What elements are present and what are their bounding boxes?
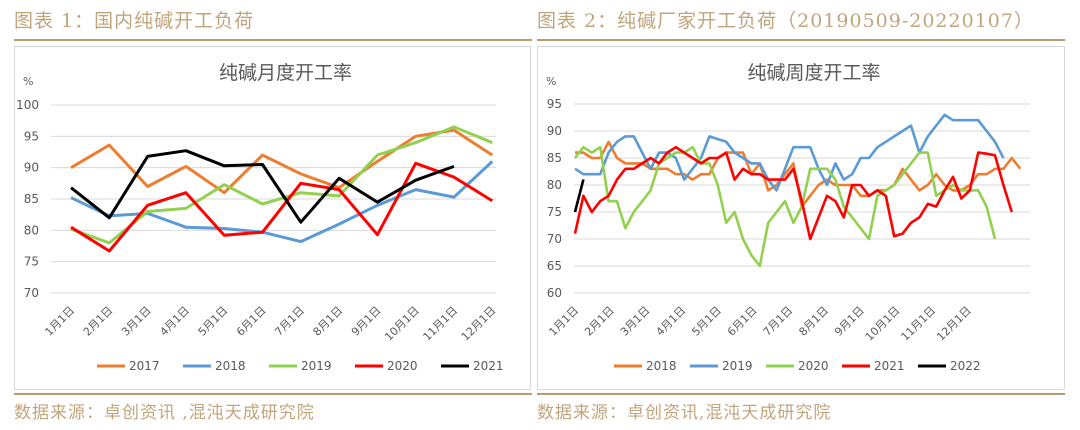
- y-axis-unit: %: [546, 75, 556, 88]
- legend-label: 2019: [722, 359, 753, 373]
- chart1-header: 图表 1：国内纯碱开工负荷: [14, 10, 255, 32]
- x-tick-label: 10月1日: [382, 304, 422, 344]
- y-tick-label: 65: [547, 259, 562, 273]
- x-tick-label: 3月1日: [119, 304, 154, 339]
- chart2-source: 数据来源：卓创资讯,混沌天成研究院: [537, 403, 832, 423]
- x-tick-label: 9月1日: [349, 304, 384, 339]
- chart-title: 纯碱周度开工率: [747, 62, 880, 84]
- x-tick-label: 8月1日: [796, 304, 831, 339]
- series-line-2019: [70, 125, 493, 245]
- series-line-2021: [70, 149, 455, 224]
- chart1-panel: 纯碱月度开工率% 70 75 80 85 90 95 100 1月1日 2月1日 3月1日 4月1日 5…: [14, 46, 531, 390]
- x-tick-label: 10月1日: [863, 304, 903, 344]
- x-tick-label: 11月1日: [899, 304, 939, 344]
- y-tick-label: 80: [24, 223, 39, 237]
- y-tick-label: 85: [24, 192, 39, 206]
- y-tick-label: 75: [24, 255, 39, 269]
- series-line-2020: [573, 145, 997, 268]
- x-tick-label: 1月1日: [42, 304, 77, 339]
- legend-label: 2020: [798, 359, 829, 373]
- chart1-source: 数据来源：卓创资讯 ,混沌天成研究院: [14, 403, 315, 423]
- header-rule-right: [537, 39, 1065, 41]
- x-tick-label: 11月1日: [421, 304, 461, 344]
- x-tick-label: 12月1日: [934, 304, 974, 344]
- series-line-2021: [573, 145, 1014, 241]
- x-tick-label: 5月1日: [196, 304, 231, 339]
- monthly-operating-rate-chart: 纯碱月度开工率% 70 75 80 85 90 95 100 1月1日 2月1日 3月1日 4月1日 5…: [16, 62, 504, 373]
- x-tick-label: 2月1日: [81, 304, 116, 339]
- y-tick-label: 60: [547, 286, 562, 300]
- x-tick-label: 3月1日: [618, 304, 653, 339]
- chart2-header: 图表 2：纯碱厂家开工负荷（20190509-20220107）: [537, 10, 1034, 32]
- legend-label: 2017: [129, 359, 160, 373]
- x-tick-label: 4月1日: [654, 304, 689, 339]
- y-tick-label: 80: [547, 178, 562, 192]
- y-tick-label: 90: [24, 161, 39, 175]
- footer-rule-right: [537, 393, 1065, 395]
- x-tick-label: 9月1日: [832, 304, 867, 339]
- x-tick-label: 1月1日: [546, 304, 581, 339]
- legend-label: 2021: [874, 359, 905, 373]
- legend-label: 2021: [473, 359, 504, 373]
- x-tick-label: 8月1日: [311, 304, 346, 339]
- x-tick-label: 6月1日: [234, 304, 269, 339]
- legend-label: 2020: [387, 359, 418, 373]
- x-tick-label: 5月1日: [689, 304, 724, 339]
- y-tick-label: 95: [547, 97, 562, 111]
- legend-label: 2018: [646, 359, 677, 373]
- y-tick-label: 85: [547, 151, 562, 165]
- x-tick-label: 4月1日: [157, 304, 192, 339]
- chart2-panel: 纯碱周度开工率% 60 65 70 75 80 85 90 95 1月1日 2月1日 3月1日 4月1日…: [537, 46, 1065, 390]
- x-tick-label: 2月1日: [582, 304, 617, 339]
- x-tick-label: 7月1日: [272, 304, 307, 339]
- series-line-2020: [70, 161, 494, 253]
- y-tick-label: 70: [547, 232, 562, 246]
- y-tick-label: 90: [547, 124, 562, 138]
- footer-rule-left: [14, 393, 532, 395]
- x-tick-label: 7月1日: [761, 304, 796, 339]
- series-line-2022: [573, 179, 585, 213]
- y-axis-unit: %: [23, 75, 33, 88]
- y-tick-label: 75: [547, 205, 562, 219]
- legend-label: 2018: [215, 359, 246, 373]
- y-tick-label: 70: [24, 286, 39, 300]
- weekly-operating-rate-chart: 纯碱周度开工率% 60 65 70 75 80 85 90 95 1月1日 2月1日 3月1日 4月1日…: [546, 62, 1030, 373]
- chart-title: 纯碱月度开工率: [219, 62, 352, 84]
- y-tick-label: 100: [16, 98, 39, 112]
- legend-label: 2022: [950, 359, 981, 373]
- series-line-2017: [70, 128, 494, 195]
- y-tick-label: 95: [24, 129, 39, 143]
- legend-label: 2019: [301, 359, 332, 373]
- header-rule-left: [14, 39, 532, 41]
- x-tick-label: 12月1日: [459, 304, 499, 344]
- x-tick-label: 6月1日: [725, 304, 760, 339]
